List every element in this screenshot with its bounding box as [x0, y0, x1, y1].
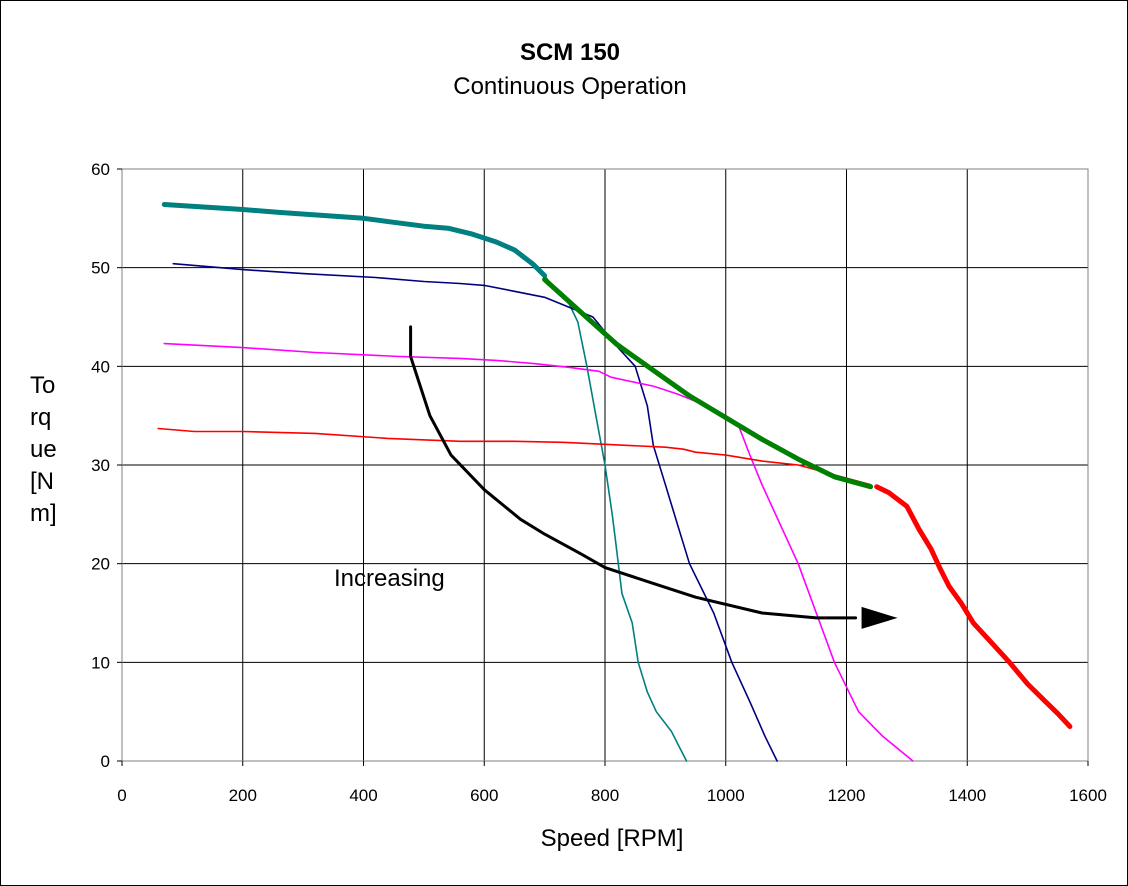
x-tick-label: 1200 [828, 786, 866, 805]
series-group [157, 202, 1073, 762]
series-line-0 [161, 202, 548, 279]
series-line-3 [163, 342, 914, 762]
y-tick-label: 50 [91, 259, 110, 278]
x-tick-label: 1600 [1069, 786, 1107, 805]
chart-title: SCM 150 [520, 39, 620, 66]
x-tick-label: 800 [591, 786, 619, 805]
chart-subtitle: Continuous Operation [453, 73, 686, 100]
x-tick-label: 400 [349, 786, 377, 805]
x-tick-labels: 0 200 400 600 800 1000 1200 1400 1600 [117, 761, 1107, 805]
x-tick-label: 1000 [707, 786, 745, 805]
y-axis-label-line: rq [30, 404, 51, 431]
y-axis-label-line: [N [30, 468, 54, 495]
y-axis-label-line: m] [30, 500, 57, 527]
y-tick-label: 30 [91, 456, 110, 475]
y-axis-label-line: To [30, 372, 55, 399]
x-tick-label: 600 [470, 786, 498, 805]
arrow-head [861, 606, 898, 629]
y-tick-label: 10 [91, 653, 110, 672]
y-axis-label: To rq ue [N m] [30, 372, 57, 527]
increasing-annotation: Increasing [334, 565, 445, 592]
y-tick-label: 0 [101, 752, 110, 771]
x-tick-label: 0 [117, 786, 126, 805]
x-tick-label: 200 [229, 786, 257, 805]
y-tick-labels: 0 10 20 30 40 50 60 [91, 160, 122, 771]
x-tick-label: 1400 [948, 786, 986, 805]
series-line-6 [874, 484, 1073, 729]
series-line-5 [542, 277, 874, 490]
series-line-1 [543, 274, 688, 762]
y-tick-label: 40 [91, 357, 110, 376]
y-tick-label: 60 [91, 160, 110, 179]
x-axis-label: Speed [RPM] [541, 825, 684, 852]
gridlines [122, 169, 1088, 761]
y-tick-label: 20 [91, 555, 110, 574]
series-line-4 [157, 427, 872, 486]
series-line-7 [409, 325, 858, 620]
y-axis-label-line: ue [30, 436, 57, 463]
